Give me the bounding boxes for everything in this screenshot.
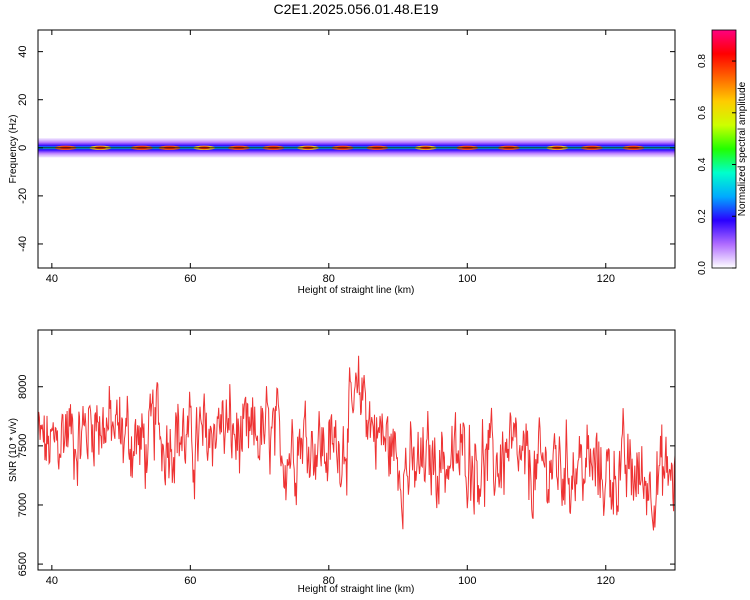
snr-y-tick-label: 6500 <box>17 552 29 576</box>
snr-x-tick-label: 40 <box>46 575 58 587</box>
spectrogram-x-tick-label: 40 <box>46 273 58 285</box>
spectrogram-x-tick-label: 80 <box>323 273 335 285</box>
spectrogram-y-tick-label: 20 <box>17 94 29 106</box>
colorbar-tick-label: 0.6 <box>697 105 708 119</box>
snr-y-tick-label: 7000 <box>17 493 29 517</box>
spectrogram-x-label: Height of straight line (km) <box>298 285 415 296</box>
snr-x-tick-label: 60 <box>184 575 196 587</box>
spectrogram-x-tick-label: 120 <box>597 273 615 285</box>
colorbar: 0.0 0.2 0.4 0.6 0.8 Normalized spectral ampl… <box>697 29 748 275</box>
spectrogram-panel: 40 60 80 100 120 40 20 0 -20 -40 Height of strai… <box>8 29 676 296</box>
colorbar-gradient <box>711 29 737 269</box>
snr-y-axis: 8000 7500 7000 6500 <box>17 375 675 576</box>
spectrogram-y-axis: 40 20 0 -20 -40 <box>17 46 675 252</box>
figure-title: C2E1.2025.056.01.48.E19 <box>273 1 438 17</box>
snr-panel: 40 60 80 100 120 8000 7500 7000 6500 Height of … <box>8 329 676 595</box>
spectrogram-y-tick-label: 40 <box>17 46 29 58</box>
colorbar-tick-label: 0.4 <box>697 157 708 171</box>
spectrogram-band <box>38 138 675 158</box>
colorbar-label: Normalized spectral amplitude <box>737 81 748 216</box>
snr-frame <box>37 329 676 571</box>
snr-x-axis: 40 60 80 100 120 <box>46 330 615 587</box>
spectrogram-y-label: Frequency (Hz) <box>8 115 19 184</box>
snr-y-tick-label: 7500 <box>17 434 29 458</box>
spectrogram-x-axis: 40 60 80 100 120 <box>46 30 615 285</box>
spectrogram-frame <box>37 29 676 269</box>
snr-y-tick-label: 8000 <box>17 375 29 399</box>
snr-x-label: Height of straight line (km) <box>298 584 415 595</box>
spectrogram-y-tick-label: 0 <box>17 145 29 151</box>
snr-x-tick-label: 120 <box>597 575 615 587</box>
spectrogram-x-tick-label: 60 <box>184 273 196 285</box>
snr-x-tick-label: 100 <box>458 575 476 587</box>
colorbar-tick-label: 0.2 <box>697 209 708 223</box>
snr-y-label: SNR (10 * v/v) <box>8 418 19 482</box>
colorbar-tick-label: 0.8 <box>697 54 708 68</box>
colorbar-tick-label: 0.0 <box>697 261 708 275</box>
colorbar-axis: 0.0 0.2 0.4 0.6 0.8 <box>697 54 736 275</box>
spectrogram-x-tick-label: 100 <box>458 273 476 285</box>
spectrogram-y-tick-label: -40 <box>17 236 29 252</box>
snr-series-line <box>38 355 675 531</box>
spectrogram-y-tick-label: -20 <box>17 188 29 204</box>
snr-x-tick-label: 80 <box>323 575 335 587</box>
